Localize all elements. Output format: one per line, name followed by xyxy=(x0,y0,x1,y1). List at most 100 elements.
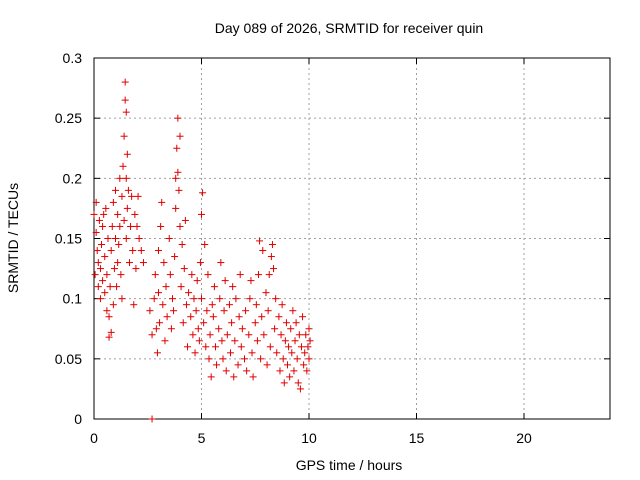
data-point xyxy=(146,307,154,315)
data-point xyxy=(227,349,235,357)
data-point xyxy=(296,385,304,393)
data-point xyxy=(191,349,199,357)
data-point xyxy=(108,222,116,230)
data-point xyxy=(215,325,223,333)
data-point xyxy=(193,277,201,285)
data-point xyxy=(95,216,103,224)
x-axis-label: GPS time / hours xyxy=(296,457,403,473)
y-tick-label: 0.3 xyxy=(63,50,83,66)
data-point xyxy=(221,277,229,285)
data-point xyxy=(100,210,108,218)
data-point xyxy=(168,295,176,303)
x-tick-label: 0 xyxy=(90,430,98,446)
data-point xyxy=(292,319,300,327)
data-point xyxy=(288,349,296,357)
data-point xyxy=(278,301,286,309)
data-point xyxy=(264,307,272,315)
data-point xyxy=(299,313,307,321)
data-point xyxy=(234,361,242,369)
data-point xyxy=(248,349,256,357)
data-point xyxy=(166,271,174,279)
data-point xyxy=(287,325,295,333)
data-point xyxy=(251,319,259,327)
data-point xyxy=(267,253,275,261)
y-tick-label: 0.2 xyxy=(63,170,83,186)
data-point xyxy=(259,247,267,255)
data-point xyxy=(118,192,126,200)
data-point xyxy=(202,343,210,351)
data-point xyxy=(289,307,297,315)
data-point xyxy=(178,241,186,249)
data-point xyxy=(161,337,169,345)
data-point xyxy=(260,331,268,339)
data-point xyxy=(279,355,287,363)
data-point xyxy=(190,295,198,303)
data-point xyxy=(249,373,257,381)
data-point xyxy=(290,367,298,375)
data-point xyxy=(107,328,115,336)
data-point xyxy=(198,295,205,303)
data-point xyxy=(131,210,139,218)
data-point xyxy=(132,265,140,273)
data-point xyxy=(180,265,188,273)
data-point xyxy=(216,295,224,303)
data-point xyxy=(148,415,156,423)
data-point xyxy=(207,373,215,381)
data-point xyxy=(204,271,212,279)
data-point xyxy=(306,337,314,345)
data-point xyxy=(156,319,164,327)
data-point xyxy=(113,283,121,291)
data-point xyxy=(128,192,136,200)
data-point xyxy=(219,355,227,363)
data-point xyxy=(112,186,119,194)
data-point xyxy=(194,325,202,333)
data-point xyxy=(175,186,183,194)
data-point xyxy=(160,259,168,267)
data-point xyxy=(203,307,211,315)
data-point xyxy=(105,333,113,341)
data-point xyxy=(96,295,104,303)
data-point xyxy=(201,241,209,249)
data-point xyxy=(297,343,305,351)
data-point xyxy=(258,313,266,321)
data-point xyxy=(280,379,288,387)
data-point xyxy=(103,307,111,315)
data-point xyxy=(116,222,124,230)
data-point xyxy=(135,235,143,242)
y-tick-label: 0 xyxy=(74,411,82,427)
data-point xyxy=(245,331,253,339)
data-point xyxy=(281,337,289,345)
data-point xyxy=(94,283,102,291)
data-point xyxy=(184,343,192,351)
data-point xyxy=(304,343,312,351)
data-point xyxy=(177,283,185,291)
data-point xyxy=(121,78,129,86)
data-point xyxy=(243,367,251,375)
data-point xyxy=(272,295,280,303)
data-point xyxy=(268,241,276,249)
axis-ticks: 0 0.05 0.1 0.15 0.2 0.25 0.3 0 5 10 15 20 xyxy=(55,50,610,446)
data-point xyxy=(242,307,250,315)
data-point xyxy=(208,301,216,309)
data-point xyxy=(96,265,104,273)
data-point xyxy=(174,114,182,122)
data-point xyxy=(205,355,213,363)
data-point xyxy=(275,313,283,321)
data-point xyxy=(199,189,207,197)
data-point xyxy=(106,283,114,291)
data-point xyxy=(150,295,158,303)
data-point xyxy=(220,307,228,315)
data-point xyxy=(114,259,122,267)
data-point xyxy=(254,271,262,279)
data-point xyxy=(101,289,109,297)
data-point xyxy=(118,295,126,303)
y-axis-label: SRMTID / TECUs xyxy=(5,183,21,293)
data-point xyxy=(122,174,130,182)
data-point xyxy=(206,331,214,339)
data-point xyxy=(123,204,131,212)
data-point xyxy=(265,271,273,279)
data-point xyxy=(236,271,244,279)
data-point xyxy=(225,301,233,309)
data-point xyxy=(302,331,310,339)
